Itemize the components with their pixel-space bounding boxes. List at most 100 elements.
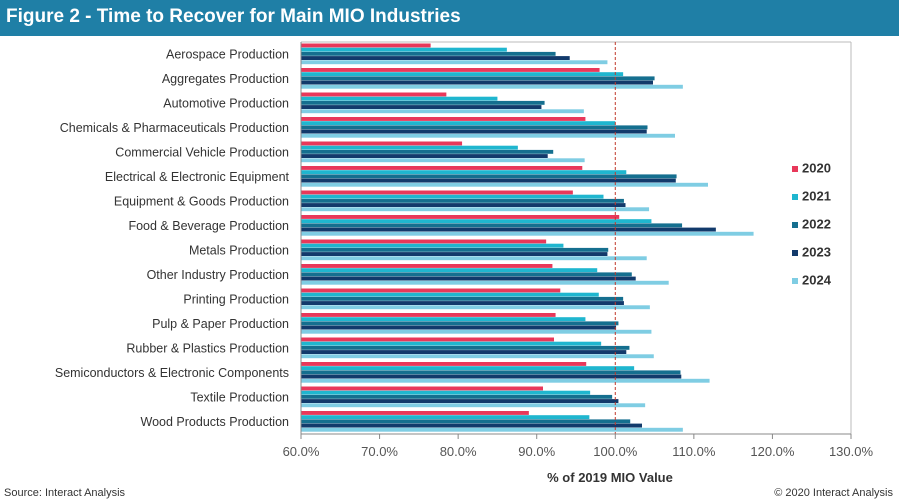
bar-2024 bbox=[301, 84, 683, 89]
bar-2023 bbox=[301, 325, 617, 330]
bar-2024 bbox=[301, 378, 710, 383]
bar-2023 bbox=[301, 105, 542, 109]
bar-2020 bbox=[301, 190, 573, 195]
legend: 2020 2021 2022 2023 2024 bbox=[792, 161, 832, 288]
bar-2020 bbox=[301, 166, 583, 170]
bar-2021 bbox=[301, 47, 507, 52]
bar-2022 bbox=[301, 76, 655, 81]
source-note: Source: Interact Analysis bbox=[4, 487, 126, 499]
bar-2023 bbox=[301, 301, 624, 305]
bars-group bbox=[301, 43, 754, 432]
bar-2024 bbox=[301, 158, 585, 163]
bar-2020 bbox=[301, 141, 463, 146]
bar-2022 bbox=[301, 370, 681, 375]
bar-2021 bbox=[301, 145, 518, 150]
x-tick-label: 90.0% bbox=[518, 444, 555, 459]
bar-2022 bbox=[301, 247, 609, 252]
x-tick-label: 100.0% bbox=[593, 444, 638, 459]
category-label: Commercial Vehicle Production bbox=[115, 145, 289, 159]
bar-2021 bbox=[301, 366, 635, 371]
bar-2022 bbox=[301, 272, 632, 277]
x-tick-label: 80.0% bbox=[440, 444, 477, 459]
bar-2021 bbox=[301, 317, 586, 322]
bar-2024 bbox=[301, 256, 647, 261]
bar-chart: Aerospace Production Aggregates Productio… bbox=[55, 41, 873, 485]
category-label: Wood Products Production bbox=[141, 415, 290, 429]
category-label: Metals Production bbox=[189, 243, 289, 257]
bar-2023 bbox=[301, 227, 716, 232]
bar-2021 bbox=[301, 243, 564, 248]
bar-2023 bbox=[301, 56, 570, 60]
bar-2024 bbox=[301, 182, 708, 187]
bar-2022 bbox=[301, 174, 677, 179]
bar-2024 bbox=[301, 231, 754, 236]
bar-2022 bbox=[301, 394, 613, 399]
bar-2020 bbox=[301, 411, 529, 415]
legend-swatch-2024 bbox=[792, 278, 798, 284]
bar-2020 bbox=[301, 68, 600, 72]
bar-2020 bbox=[301, 215, 620, 219]
bar-2023 bbox=[301, 178, 676, 183]
bar-2024 bbox=[301, 329, 652, 334]
bar-2022 bbox=[301, 100, 545, 105]
bar-2022 bbox=[301, 419, 631, 424]
category-label: Pulp & Paper Production bbox=[152, 317, 289, 331]
bar-2021 bbox=[301, 292, 599, 297]
legend-label-2023: 2023 bbox=[802, 245, 831, 260]
bar-2023 bbox=[301, 399, 619, 403]
category-labels: Aerospace Production Aggregates Productio… bbox=[55, 47, 290, 429]
bar-2022 bbox=[301, 125, 648, 130]
legend-swatch-2021 bbox=[792, 194, 798, 200]
bar-2020 bbox=[301, 264, 553, 268]
bar-2020 bbox=[301, 92, 447, 97]
legend-label-2022: 2022 bbox=[802, 217, 831, 232]
bar-2024 bbox=[301, 403, 646, 408]
bar-2021 bbox=[301, 170, 627, 175]
bar-2023 bbox=[301, 252, 608, 256]
bar-2022 bbox=[301, 149, 554, 154]
header-bar: Figure 2 - Time to Recover for Main MIO … bbox=[0, 0, 899, 36]
bar-2022 bbox=[301, 198, 624, 203]
bar-2020 bbox=[301, 117, 586, 121]
bar-2020 bbox=[301, 386, 543, 391]
bar-2023 bbox=[301, 423, 642, 428]
bar-2020 bbox=[301, 362, 587, 366]
legend-label-2024: 2024 bbox=[802, 273, 832, 288]
category-label: Other Industry Production bbox=[147, 268, 289, 282]
x-tick-label: 70.0% bbox=[361, 444, 398, 459]
bar-2024 bbox=[301, 207, 650, 212]
bar-2023 bbox=[301, 129, 647, 134]
bar-2021 bbox=[301, 194, 604, 199]
bar-2024 bbox=[301, 354, 654, 359]
legend-swatch-2020 bbox=[792, 166, 798, 172]
category-label: Food & Beverage Production bbox=[128, 219, 289, 233]
bar-2021 bbox=[301, 121, 616, 126]
bar-2022 bbox=[301, 51, 556, 56]
bar-2023 bbox=[301, 350, 627, 354]
x-axis: 60.0% 70.0% 80.0% 90.0% 100.0% 110.0% 120.0% 13… bbox=[283, 41, 873, 459]
category-label: Textile Production bbox=[190, 390, 289, 404]
x-tick-label: 60.0% bbox=[283, 444, 320, 459]
bar-2022 bbox=[301, 296, 624, 301]
figure-title: Figure 2 - Time to Recover for Main MIO … bbox=[6, 6, 461, 27]
chart-area: Aerospace Production Aggregates Productio… bbox=[0, 36, 899, 485]
bar-2021 bbox=[301, 96, 498, 101]
bar-2021 bbox=[301, 268, 598, 273]
category-label: Equipment & Goods Production bbox=[114, 194, 289, 208]
bar-2020 bbox=[301, 239, 547, 244]
bar-2024 bbox=[301, 109, 584, 114]
legend-label-2021: 2021 bbox=[802, 189, 831, 204]
legend-swatch-2023 bbox=[792, 250, 798, 256]
bar-2024 bbox=[301, 60, 608, 65]
bar-2023 bbox=[301, 80, 653, 85]
bar-2020 bbox=[301, 337, 554, 342]
bar-2023 bbox=[301, 154, 548, 158]
x-axis-label: % of 2019 MIO Value bbox=[547, 470, 673, 484]
bar-2023 bbox=[301, 276, 636, 281]
bar-2020 bbox=[301, 288, 561, 293]
bar-2021 bbox=[301, 219, 652, 224]
category-label: Aerospace Production bbox=[166, 47, 289, 61]
bar-2021 bbox=[301, 415, 590, 420]
bar-2022 bbox=[301, 223, 683, 228]
legend-label-2020: 2020 bbox=[802, 161, 831, 176]
